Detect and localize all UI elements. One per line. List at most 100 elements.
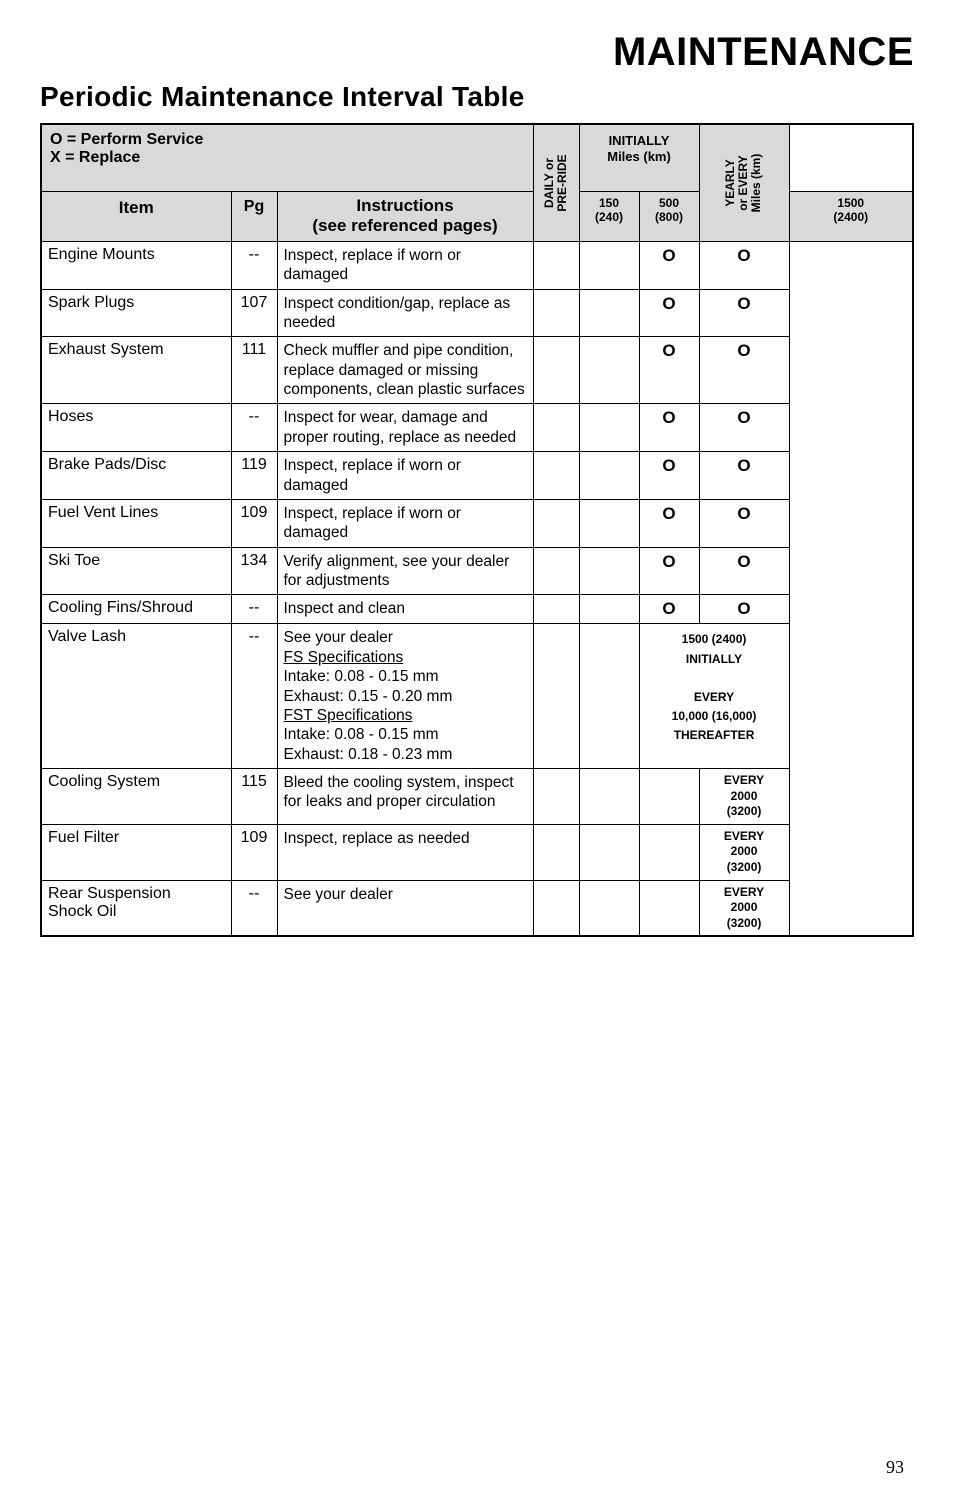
- valve-right-cell: 1500 (2400) INITIALLY EVERY 10,000 (16,0…: [639, 624, 789, 769]
- c150-cell: [579, 595, 639, 624]
- item-cell: Valve Lash: [41, 624, 231, 769]
- c150-cell: [579, 404, 639, 452]
- yearly-cell: O: [699, 595, 789, 624]
- col-1500-l2: (2400): [833, 210, 868, 224]
- daily-cell: [533, 289, 579, 337]
- item-cell: Ski Toe: [41, 547, 231, 595]
- table-row: Cooling System 115 Bleed the cooling sys…: [41, 769, 913, 825]
- col-1500-header: 1500 (2400): [789, 192, 913, 242]
- c150-cell: [579, 624, 639, 769]
- col-item-header: Item: [41, 192, 231, 242]
- col-instr-header: Instructions (see referenced pages): [277, 192, 533, 242]
- yearly-cell: EVERY 2000 (3200): [699, 824, 789, 880]
- yearly-cell: O: [699, 337, 789, 404]
- pg-cell: 115: [231, 769, 277, 825]
- initially-header: INITIALLY Miles (km): [579, 124, 699, 192]
- pg-cell: 119: [231, 452, 277, 500]
- valve-l3: Intake: 0.08 - 0.15 mm: [284, 668, 439, 685]
- valve-r1: 1500 (2400): [682, 632, 747, 646]
- table-row: Fuel Vent Lines 109 Inspect, replace if …: [41, 499, 913, 547]
- instr-cell: Check muffler and pipe condition, replac…: [277, 337, 533, 404]
- instr-cell: See your dealer FS Specifications Intake…: [277, 624, 533, 769]
- instr-cell: Verify alignment, see your dealer for ad…: [277, 547, 533, 595]
- pg-cell: 134: [231, 547, 277, 595]
- table-row: Spark Plugs 107 Inspect condition/gap, r…: [41, 289, 913, 337]
- c150-cell: [579, 241, 639, 289]
- c150-cell: [579, 880, 639, 936]
- table-row: Cooling Fins/Shroud -- Inspect and clean…: [41, 595, 913, 624]
- c150-cell: [579, 499, 639, 547]
- daily-cell: [533, 824, 579, 880]
- pg-cell: --: [231, 595, 277, 624]
- col-150-l1: 150: [599, 196, 619, 210]
- c150-cell: [579, 289, 639, 337]
- yearly-l1: EVERY: [724, 829, 764, 843]
- maintenance-table: O = Perform Service X = Replace DAILY or…: [40, 123, 914, 937]
- c500-cell: O: [639, 289, 699, 337]
- c500-cell: O: [639, 241, 699, 289]
- legend-cell: O = Perform Service X = Replace: [41, 124, 533, 192]
- c500-cell: O: [639, 499, 699, 547]
- instr-cell: Inspect, replace if worn or damaged: [277, 499, 533, 547]
- pg-cell: 109: [231, 824, 277, 880]
- item-cell: Cooling Fins/Shroud: [41, 595, 231, 624]
- legend-line2: X = Replace: [50, 149, 140, 166]
- yearly-cell: O: [699, 404, 789, 452]
- yearly-cell: O: [699, 547, 789, 595]
- c500-cell: O: [639, 547, 699, 595]
- table-row: Valve Lash -- See your dealer FS Specifi…: [41, 624, 913, 769]
- pg-cell: --: [231, 404, 277, 452]
- col-150-l2: (240): [595, 210, 623, 224]
- valve-r3: EVERY: [694, 690, 734, 704]
- c500-cell: O: [639, 337, 699, 404]
- instr-cell: Inspect, replace if worn or damaged: [277, 241, 533, 289]
- legend-line1: O = Perform Service: [50, 131, 203, 148]
- yearly-cell: EVERY 2000 (3200): [699, 880, 789, 936]
- daily-cell: [533, 337, 579, 404]
- yearly-l2: 2000: [731, 844, 758, 858]
- item-cell: Brake Pads/Disc: [41, 452, 231, 500]
- item-cell: Spark Plugs: [41, 289, 231, 337]
- instr-cell: Inspect and clean: [277, 595, 533, 624]
- daily-cell: [533, 547, 579, 595]
- pg-cell: 111: [231, 337, 277, 404]
- c500-cell: O: [639, 452, 699, 500]
- valve-l2: FS Specifications: [284, 649, 404, 666]
- yearly-cell: O: [699, 452, 789, 500]
- pg-cell: --: [231, 880, 277, 936]
- table-row: Ski Toe 134 Verify alignment, see your d…: [41, 547, 913, 595]
- instr-cell: Inspect, replace as needed: [277, 824, 533, 880]
- item-cell: Hoses: [41, 404, 231, 452]
- col-instr-line1: Instructions: [356, 196, 453, 215]
- valve-l5: FST Specifications: [284, 707, 413, 724]
- page-sub-title: Periodic Maintenance Interval Table: [40, 81, 914, 113]
- yearly-cell: O: [699, 241, 789, 289]
- col-500-l1: 500: [659, 196, 679, 210]
- yearly-l1: EVERY: [724, 885, 764, 899]
- c500-cell: [639, 769, 699, 825]
- page-main-title: MAINTENANCE: [40, 30, 914, 75]
- yearly-l3: (3200): [727, 860, 762, 874]
- c150-cell: [579, 452, 639, 500]
- daily-header-text: DAILY orPRE-RIDE: [543, 154, 569, 211]
- instr-cell: Inspect, replace if worn or damaged: [277, 452, 533, 500]
- col-instr-line2: (see referenced pages): [312, 216, 497, 235]
- yearly-l3: (3200): [727, 916, 762, 930]
- yearly-l1: EVERY: [724, 773, 764, 787]
- table-row: Engine Mounts -- Inspect, replace if wor…: [41, 241, 913, 289]
- instr-cell: Inspect condition/gap, replace as needed: [277, 289, 533, 337]
- table-row: Exhaust System 111 Check muffler and pip…: [41, 337, 913, 404]
- c150-cell: [579, 547, 639, 595]
- daily-cell: [533, 404, 579, 452]
- instr-cell: Bleed the cooling system, inspect for le…: [277, 769, 533, 825]
- col-500-header: 500 (800): [639, 192, 699, 242]
- yearly-l2: 2000: [731, 900, 758, 914]
- c150-cell: [579, 769, 639, 825]
- valve-l6: Intake: 0.08 - 0.15 mm: [284, 726, 439, 743]
- daily-cell: [533, 241, 579, 289]
- instr-cell: Inspect for wear, damage and proper rout…: [277, 404, 533, 452]
- col-1500-l1: 1500: [837, 196, 864, 210]
- pg-cell: 107: [231, 289, 277, 337]
- c500-cell: O: [639, 404, 699, 452]
- yearly-header-text: YEARLYor EVERYMiles (km): [724, 154, 764, 213]
